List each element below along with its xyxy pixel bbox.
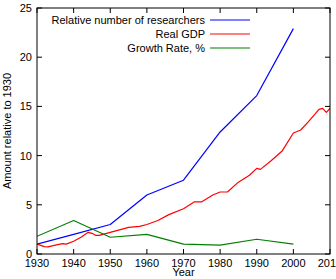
y-axis-label: Amount relative to 1930: [1, 73, 13, 189]
x-tick: [220, 249, 221, 254]
series-line: [37, 221, 293, 246]
y-tick-label: 10: [20, 150, 32, 162]
x-tick: [146, 249, 147, 254]
plot-frame: [37, 8, 330, 254]
y-tick-right: [325, 57, 330, 58]
legend: Relative number of researchers Real GDP Gr…: [52, 14, 250, 54]
y-tick: [37, 204, 42, 205]
y-tick-label: 0: [26, 248, 32, 260]
x-tick-top: [73, 8, 74, 13]
plot-data: [37, 29, 330, 247]
x-tick-label: 1940: [61, 257, 85, 269]
x-tick: [73, 249, 74, 254]
x-tick-label: 1960: [135, 257, 159, 269]
y-tick-label: 15: [20, 100, 32, 112]
y-tick-label: 20: [20, 51, 32, 63]
x-tick-label: 1980: [208, 257, 232, 269]
y-tick-right: [325, 155, 330, 156]
series-line: [37, 29, 293, 245]
x-tick: [293, 249, 294, 254]
x-tick-label: 2010: [318, 257, 336, 269]
y-tick-right: [325, 106, 330, 107]
x-tick-top: [183, 8, 184, 13]
legend-swatch: [210, 47, 250, 48]
x-tick-label: 1950: [98, 257, 122, 269]
x-tick: [183, 249, 184, 254]
x-tick: [256, 249, 257, 254]
x-axis-label: Year: [172, 266, 195, 278]
series-line: [37, 108, 330, 246]
legend-label: Growth Rate, %: [127, 42, 205, 54]
x-tick-top: [146, 8, 147, 13]
y-tick-label: 25: [20, 2, 32, 14]
legend-label: Real GDP: [155, 28, 205, 40]
chart: 1930194019501960197019801990200020100510…: [0, 0, 336, 279]
y-tick: [37, 155, 42, 156]
y-tick: [37, 106, 42, 107]
x-tick-top: [220, 8, 221, 13]
legend-swatch: [210, 19, 250, 20]
x-tick-top: [293, 8, 294, 13]
x-tick-label: 1990: [245, 257, 269, 269]
x-tick: [110, 249, 111, 254]
x-tick-top: [110, 8, 111, 13]
x-tick-top: [256, 8, 257, 13]
legend-swatch: [210, 33, 250, 34]
y-tick-label: 5: [26, 199, 32, 211]
y-tick-right: [325, 204, 330, 205]
legend-label: Relative number of researchers: [52, 14, 206, 26]
y-tick: [37, 57, 42, 58]
x-tick-label: 2000: [281, 257, 305, 269]
